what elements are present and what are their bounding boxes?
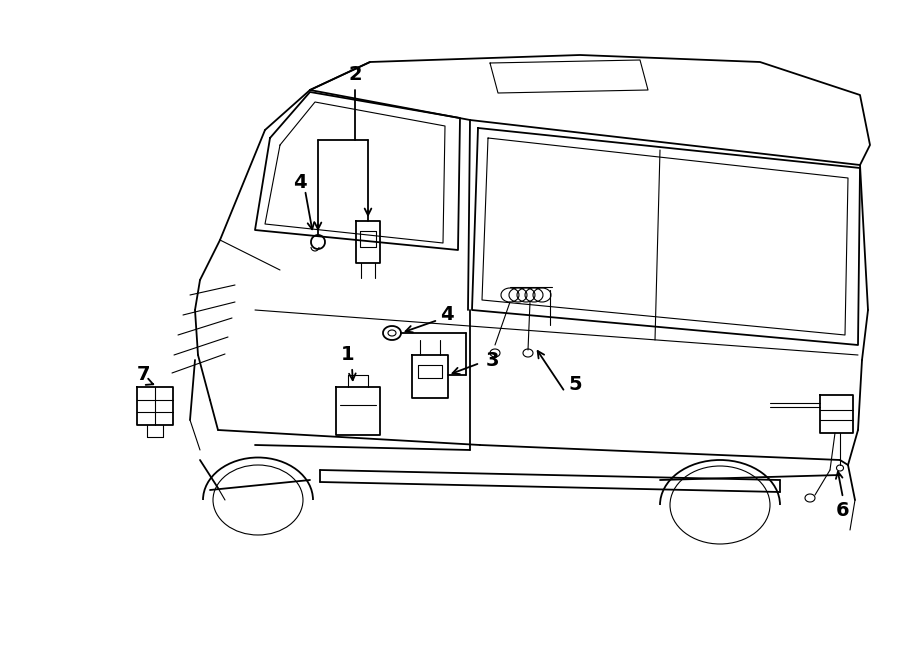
Text: 6: 6	[836, 500, 850, 520]
Text: 5: 5	[568, 375, 581, 395]
Text: 1: 1	[341, 346, 355, 364]
Text: 4: 4	[293, 173, 307, 192]
Text: 3: 3	[485, 350, 499, 369]
Text: 7: 7	[136, 366, 149, 385]
Text: 4: 4	[440, 305, 454, 325]
Text: 2: 2	[348, 65, 362, 85]
